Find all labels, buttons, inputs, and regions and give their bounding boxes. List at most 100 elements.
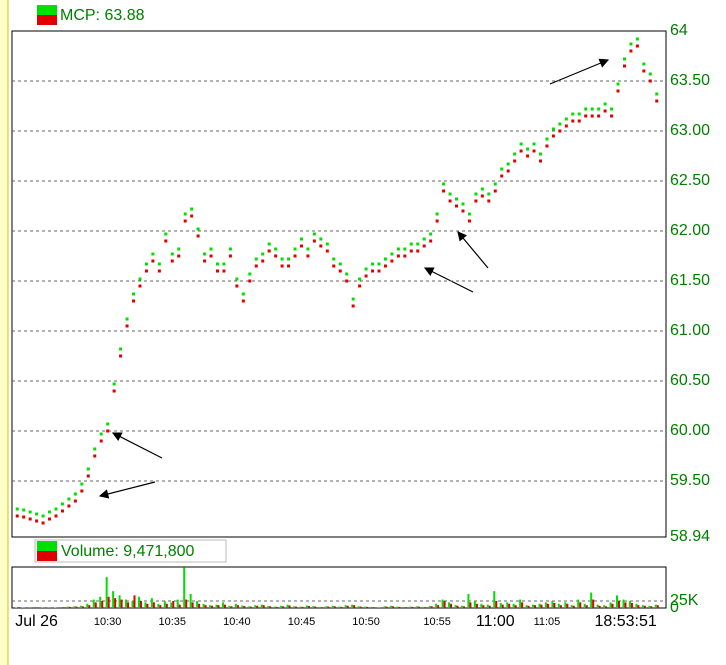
price-point	[325, 249, 329, 253]
volume-bar	[609, 602, 612, 608]
legend-label: MCP: 63.88	[60, 7, 145, 24]
price-point	[112, 382, 116, 386]
price-point	[616, 89, 620, 93]
volume-bar	[247, 606, 250, 608]
price-point	[635, 44, 639, 48]
price-point	[177, 247, 181, 251]
volume-bar	[120, 599, 123, 608]
volume-bar	[34, 606, 37, 608]
price-point	[461, 209, 465, 213]
price-point	[558, 122, 562, 126]
price-point	[215, 269, 219, 273]
price-point	[267, 249, 271, 253]
volume-bar	[125, 599, 128, 608]
volume-bar	[611, 603, 614, 608]
price-point	[493, 189, 497, 193]
volume-bar	[462, 606, 465, 608]
volume-bar	[583, 603, 586, 608]
volume-bar	[105, 577, 108, 608]
volume-bar	[86, 603, 89, 608]
volume-bar	[488, 605, 491, 608]
price-point	[519, 142, 523, 146]
volume-bar	[112, 591, 115, 608]
volume-bar	[648, 605, 651, 608]
y-tick-label: 61.00	[670, 322, 710, 339]
volume-bar	[101, 600, 104, 608]
price-point	[642, 62, 646, 66]
volume-bar	[534, 605, 537, 608]
price-point	[209, 254, 213, 258]
volume-bar	[544, 602, 547, 608]
price-point	[351, 297, 355, 301]
price-point	[157, 269, 161, 273]
x-tick-label: 10:45	[288, 616, 316, 628]
price-point	[312, 232, 316, 236]
price-point	[338, 269, 342, 273]
price-point	[506, 169, 510, 173]
price-point	[15, 514, 19, 518]
price-point	[157, 262, 161, 266]
volume-bar	[370, 606, 373, 608]
price-point	[416, 242, 420, 246]
volume-bar	[525, 605, 528, 608]
price-point	[429, 239, 433, 243]
volume-bar	[559, 605, 562, 608]
volume-bar	[209, 605, 212, 608]
price-frame	[11, 30, 667, 538]
price-point	[132, 292, 136, 296]
volume-bar	[333, 606, 336, 608]
price-point	[235, 277, 239, 281]
volume-bar	[131, 600, 134, 608]
volume-bar	[376, 607, 379, 608]
volume-bar	[262, 605, 265, 608]
volume-bar	[133, 595, 136, 608]
price-point	[364, 274, 368, 278]
price-point	[287, 264, 291, 268]
price-point	[274, 254, 278, 258]
volume-bar	[228, 605, 231, 608]
volume-bar	[415, 606, 418, 608]
price-point	[383, 257, 387, 261]
price-point	[493, 182, 497, 186]
volume-bar	[637, 605, 640, 608]
price-point	[616, 82, 620, 86]
price-point	[41, 514, 45, 518]
volume-bar	[456, 605, 459, 608]
y-tick-label: 60.00	[670, 422, 710, 439]
price-point	[629, 42, 633, 46]
volume-bar	[79, 605, 82, 608]
volume-bar	[454, 605, 457, 608]
price-point	[170, 259, 174, 263]
price-point	[93, 454, 97, 458]
volume-bar	[396, 606, 399, 608]
price-point	[396, 254, 400, 258]
price-point	[377, 262, 381, 266]
volume-bar	[506, 602, 509, 608]
price-point	[487, 192, 491, 196]
volume-bar	[482, 605, 485, 608]
price-point	[455, 204, 459, 208]
price-point	[358, 284, 362, 288]
price-point	[164, 232, 168, 236]
volume-bar	[331, 605, 334, 608]
price-point	[442, 182, 446, 186]
price-point	[448, 192, 452, 196]
price-point	[241, 299, 245, 303]
volume-bar	[172, 600, 175, 608]
x-tick-label: Jul 26	[15, 613, 58, 630]
x-tick-label: 18:53:51	[594, 613, 656, 630]
volume-bar	[249, 606, 252, 608]
volume-bar	[92, 599, 95, 608]
volume-bar	[314, 606, 317, 608]
volume-bar	[211, 605, 214, 608]
volume-bar	[189, 593, 192, 608]
volume-bar	[480, 603, 483, 608]
volume-bar	[385, 606, 388, 608]
price-point	[209, 247, 213, 251]
price-point	[60, 502, 64, 506]
volume-bar	[118, 595, 121, 608]
side-strip	[0, 0, 8, 665]
price-point	[506, 162, 510, 166]
price-point	[545, 137, 549, 141]
volume-bar	[176, 599, 179, 608]
